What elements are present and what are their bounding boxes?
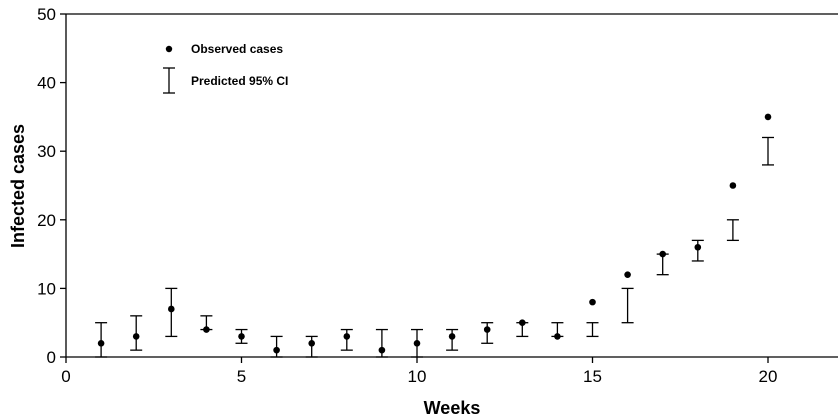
ci-errorbar: [481, 322, 494, 344]
ci-errorbar: [95, 322, 108, 358]
x-tick-label: 5: [237, 367, 246, 386]
ci-errorbar: [446, 328, 459, 351]
observed-point: [203, 326, 210, 333]
legend-observed-marker: [165, 45, 173, 53]
observed-point: [589, 298, 596, 306]
y-tick-label: 50: [37, 5, 56, 24]
observed-point: [764, 113, 772, 121]
y-tick-label: 20: [37, 211, 56, 230]
y-tick-label: 10: [37, 279, 56, 298]
observed-point: [519, 319, 526, 327]
y-tick-label: 40: [37, 74, 56, 93]
x-tick-label: 10: [408, 367, 427, 386]
ci-errorbar: [340, 328, 353, 351]
ci-errorbar: [762, 136, 774, 166]
y-tick-label: 30: [37, 142, 56, 161]
observed-point: [624, 271, 631, 278]
observed-point: [238, 333, 245, 340]
ci-errorbar: [165, 287, 178, 338]
observed-point: [343, 333, 351, 340]
observed-point: [659, 250, 666, 258]
y-tick-label: 0: [47, 348, 56, 367]
observed-point: [413, 339, 421, 347]
legend-observed-label: Observed cases: [191, 42, 283, 56]
observed-point: [378, 346, 386, 354]
x-axis-label: Weeks: [424, 398, 481, 418]
observed-point: [168, 305, 175, 313]
ci-errorbar: [691, 239, 704, 262]
observed-point: [694, 243, 702, 251]
y-axis-ticks: 0 10 20 30 40 50: [37, 5, 66, 367]
observed-point: [448, 333, 456, 340]
x-axis-ticks: 0 5 10 15 20: [61, 357, 777, 386]
observed-points: [97, 113, 772, 354]
ci-errorbar: [726, 219, 739, 242]
x-tick-label: 0: [61, 367, 70, 386]
y-axis-label: Infected cases: [8, 124, 28, 248]
observed-point: [273, 346, 280, 354]
ci-errorbar: [130, 315, 143, 351]
x-tick-label: 20: [759, 367, 778, 386]
observed-point: [729, 182, 737, 189]
observed-point: [97, 339, 105, 347]
observed-point: [308, 339, 316, 347]
ci-errorbar: [621, 287, 634, 324]
plot-frame: [65, 13, 838, 358]
observed-point: [132, 333, 140, 340]
ci-errorbar: [586, 322, 599, 338]
ci-errorbars: [95, 136, 774, 358]
ci-errorbar: [305, 335, 318, 358]
legend-ci-marker: [163, 67, 175, 94]
ci-errorbar: [270, 335, 283, 358]
observed-point: [483, 326, 491, 333]
legend: Observed cases Predicted 95% CI: [163, 42, 288, 94]
x-tick-label: 15: [583, 367, 602, 386]
observed-point: [554, 333, 561, 340]
legend-ci-label: Predicted 95% CI: [191, 74, 288, 88]
